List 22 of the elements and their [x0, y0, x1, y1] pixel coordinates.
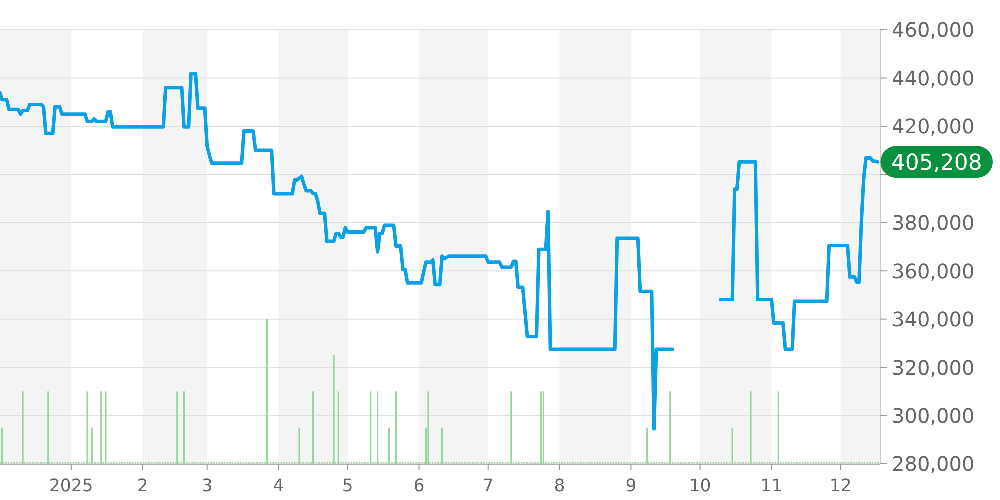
- x-tick-label: 3: [202, 476, 213, 496]
- x-tick-label: 12: [830, 476, 852, 496]
- y-tick-label: 380,000: [892, 211, 975, 236]
- x-tick-label: 10: [689, 476, 712, 496]
- x-tick-label: 9: [626, 476, 637, 496]
- x-tick-label: 2025: [49, 476, 94, 496]
- x-tick-label: 5: [342, 476, 354, 496]
- y-tick-label: 460,000: [892, 18, 975, 42]
- y-tick-label: 420,000: [892, 114, 975, 139]
- y-tick-label: 340,000: [892, 308, 975, 332]
- annotation: 405,208: [891, 151, 982, 176]
- x-tick-label: 6: [414, 476, 425, 496]
- x-tick-label: 7: [482, 476, 494, 496]
- y-tick-label: 440,000: [892, 66, 975, 90]
- y-tick-label: 280,000: [892, 452, 975, 476]
- x-tick-label: 8: [554, 476, 566, 496]
- x-tick-label: 4: [273, 476, 284, 496]
- y-tick-label: 320,000: [892, 356, 975, 380]
- y-tick-label: 360,000: [892, 259, 975, 284]
- y-tick-label: 300,000: [892, 404, 975, 428]
- x-tick-label: 2: [137, 476, 148, 496]
- x-tick-label: 11: [760, 476, 783, 496]
